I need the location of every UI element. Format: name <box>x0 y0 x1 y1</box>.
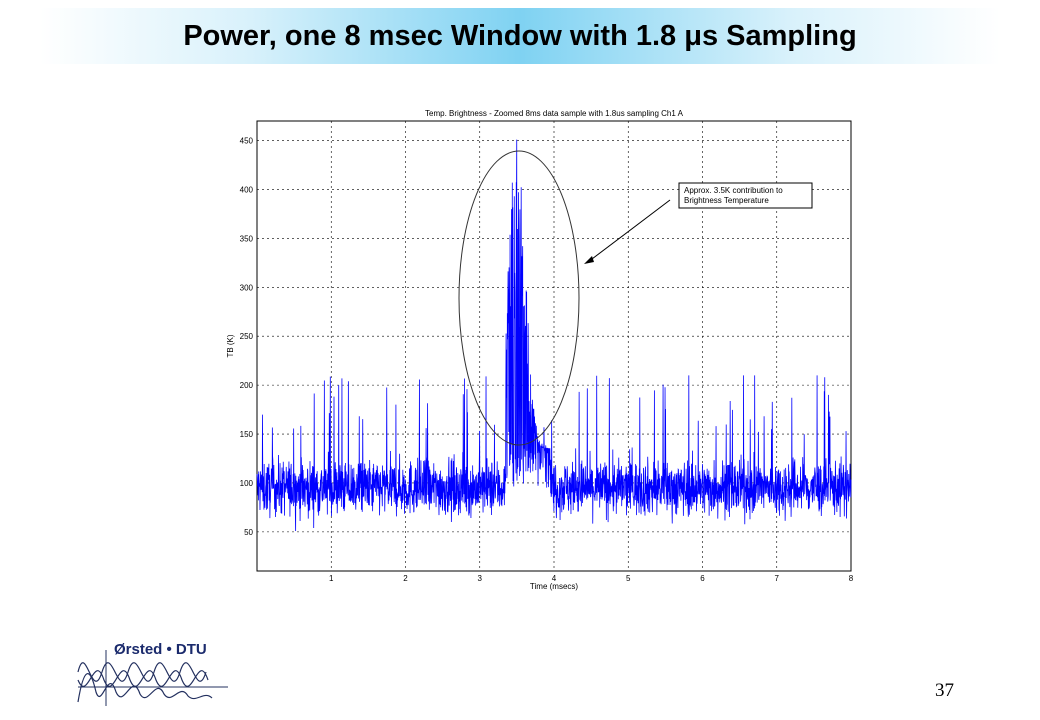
logo-text: Ørsted • DTU <box>114 641 207 658</box>
y-tick-label: 400 <box>240 185 254 194</box>
slide-title: Power, one 8 msec Window with 1.8 μs Sam… <box>183 20 857 52</box>
annotation-arrow-line <box>587 199 671 263</box>
x-tick-label: 2 <box>403 574 408 583</box>
x-tick-label: 4 <box>552 574 557 583</box>
title-band <box>40 8 1000 64</box>
x-tick-labels: 1 2 3 4 5 6 7 8 <box>329 574 854 583</box>
burst-highlight-ellipse <box>458 150 580 446</box>
y-tick-label: 250 <box>240 332 254 341</box>
y-tick-label: 100 <box>240 479 254 488</box>
chart-title: Temp. Brightness - Zoomed 8ms data sampl… <box>425 109 684 118</box>
y-tick-label: 350 <box>240 234 254 243</box>
x-tick-label: 6 <box>700 574 705 583</box>
annotation-line-1: Approx. 3.5K contribution to <box>684 186 783 195</box>
dtu-wave-logo <box>77 650 228 706</box>
x-tick-label: 8 <box>849 574 854 583</box>
page-number: 37 <box>935 680 954 701</box>
x-tick-label: 3 <box>478 574 483 583</box>
data-series-trace <box>256 139 852 531</box>
y-tick-label: 150 <box>240 430 254 439</box>
annotation-box <box>678 182 813 209</box>
x-axis-label: Time (msecs) <box>530 582 578 591</box>
y-tick-label: 300 <box>240 283 254 292</box>
y-tick-label: 50 <box>244 528 253 537</box>
x-tick-label: 1 <box>329 574 334 583</box>
annotation-line-2: Brightness Temperature <box>684 196 769 205</box>
x-tick-label: 5 <box>626 574 631 583</box>
y-tick-labels: 50 100 150 200 250 300 350 400 450 <box>240 137 254 537</box>
y-tick-label: 200 <box>240 381 254 390</box>
x-tick-label: 7 <box>775 574 780 583</box>
y-axis-label: TB (K) <box>226 334 235 357</box>
annotation-arrow-head <box>584 256 594 264</box>
y-tick-label: 450 <box>240 137 254 146</box>
